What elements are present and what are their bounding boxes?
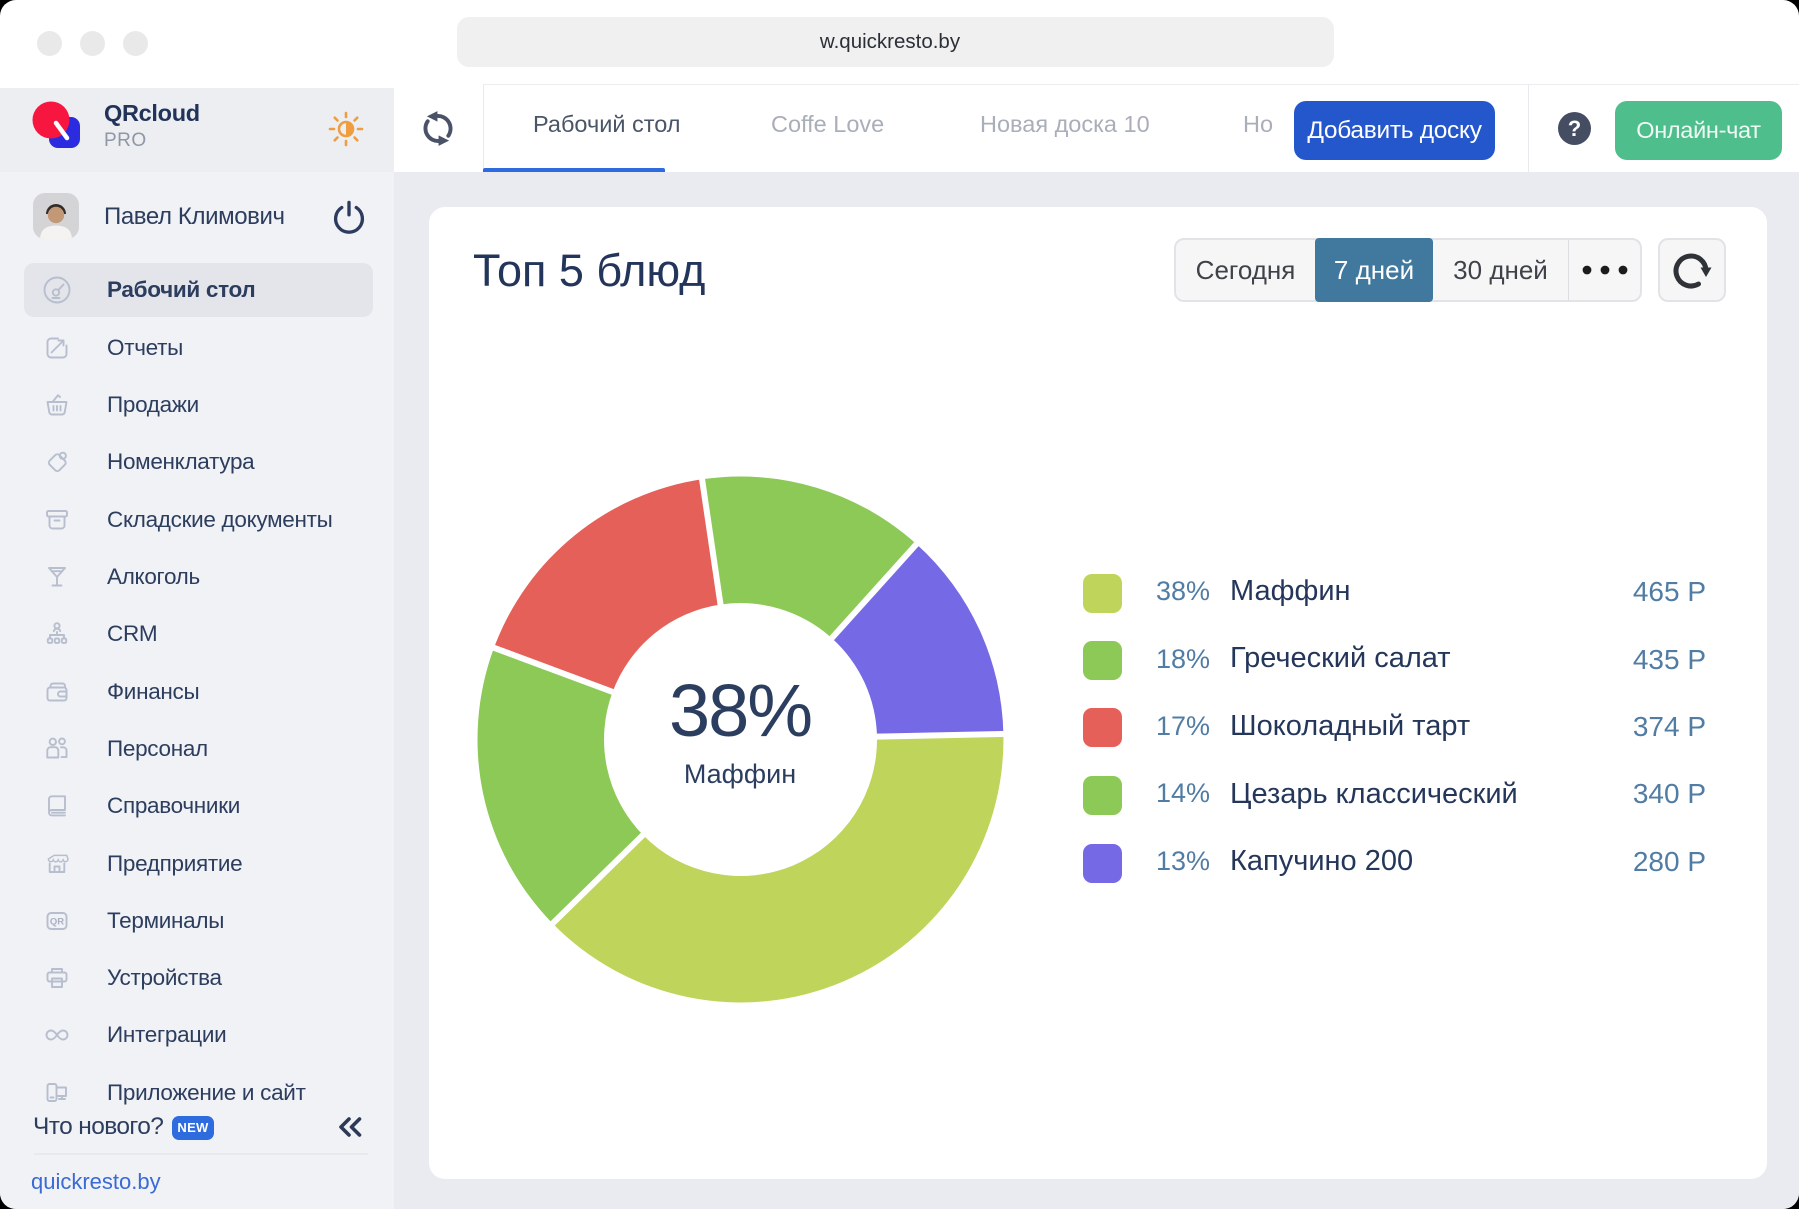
svg-text:QR: QR [50,917,64,928]
